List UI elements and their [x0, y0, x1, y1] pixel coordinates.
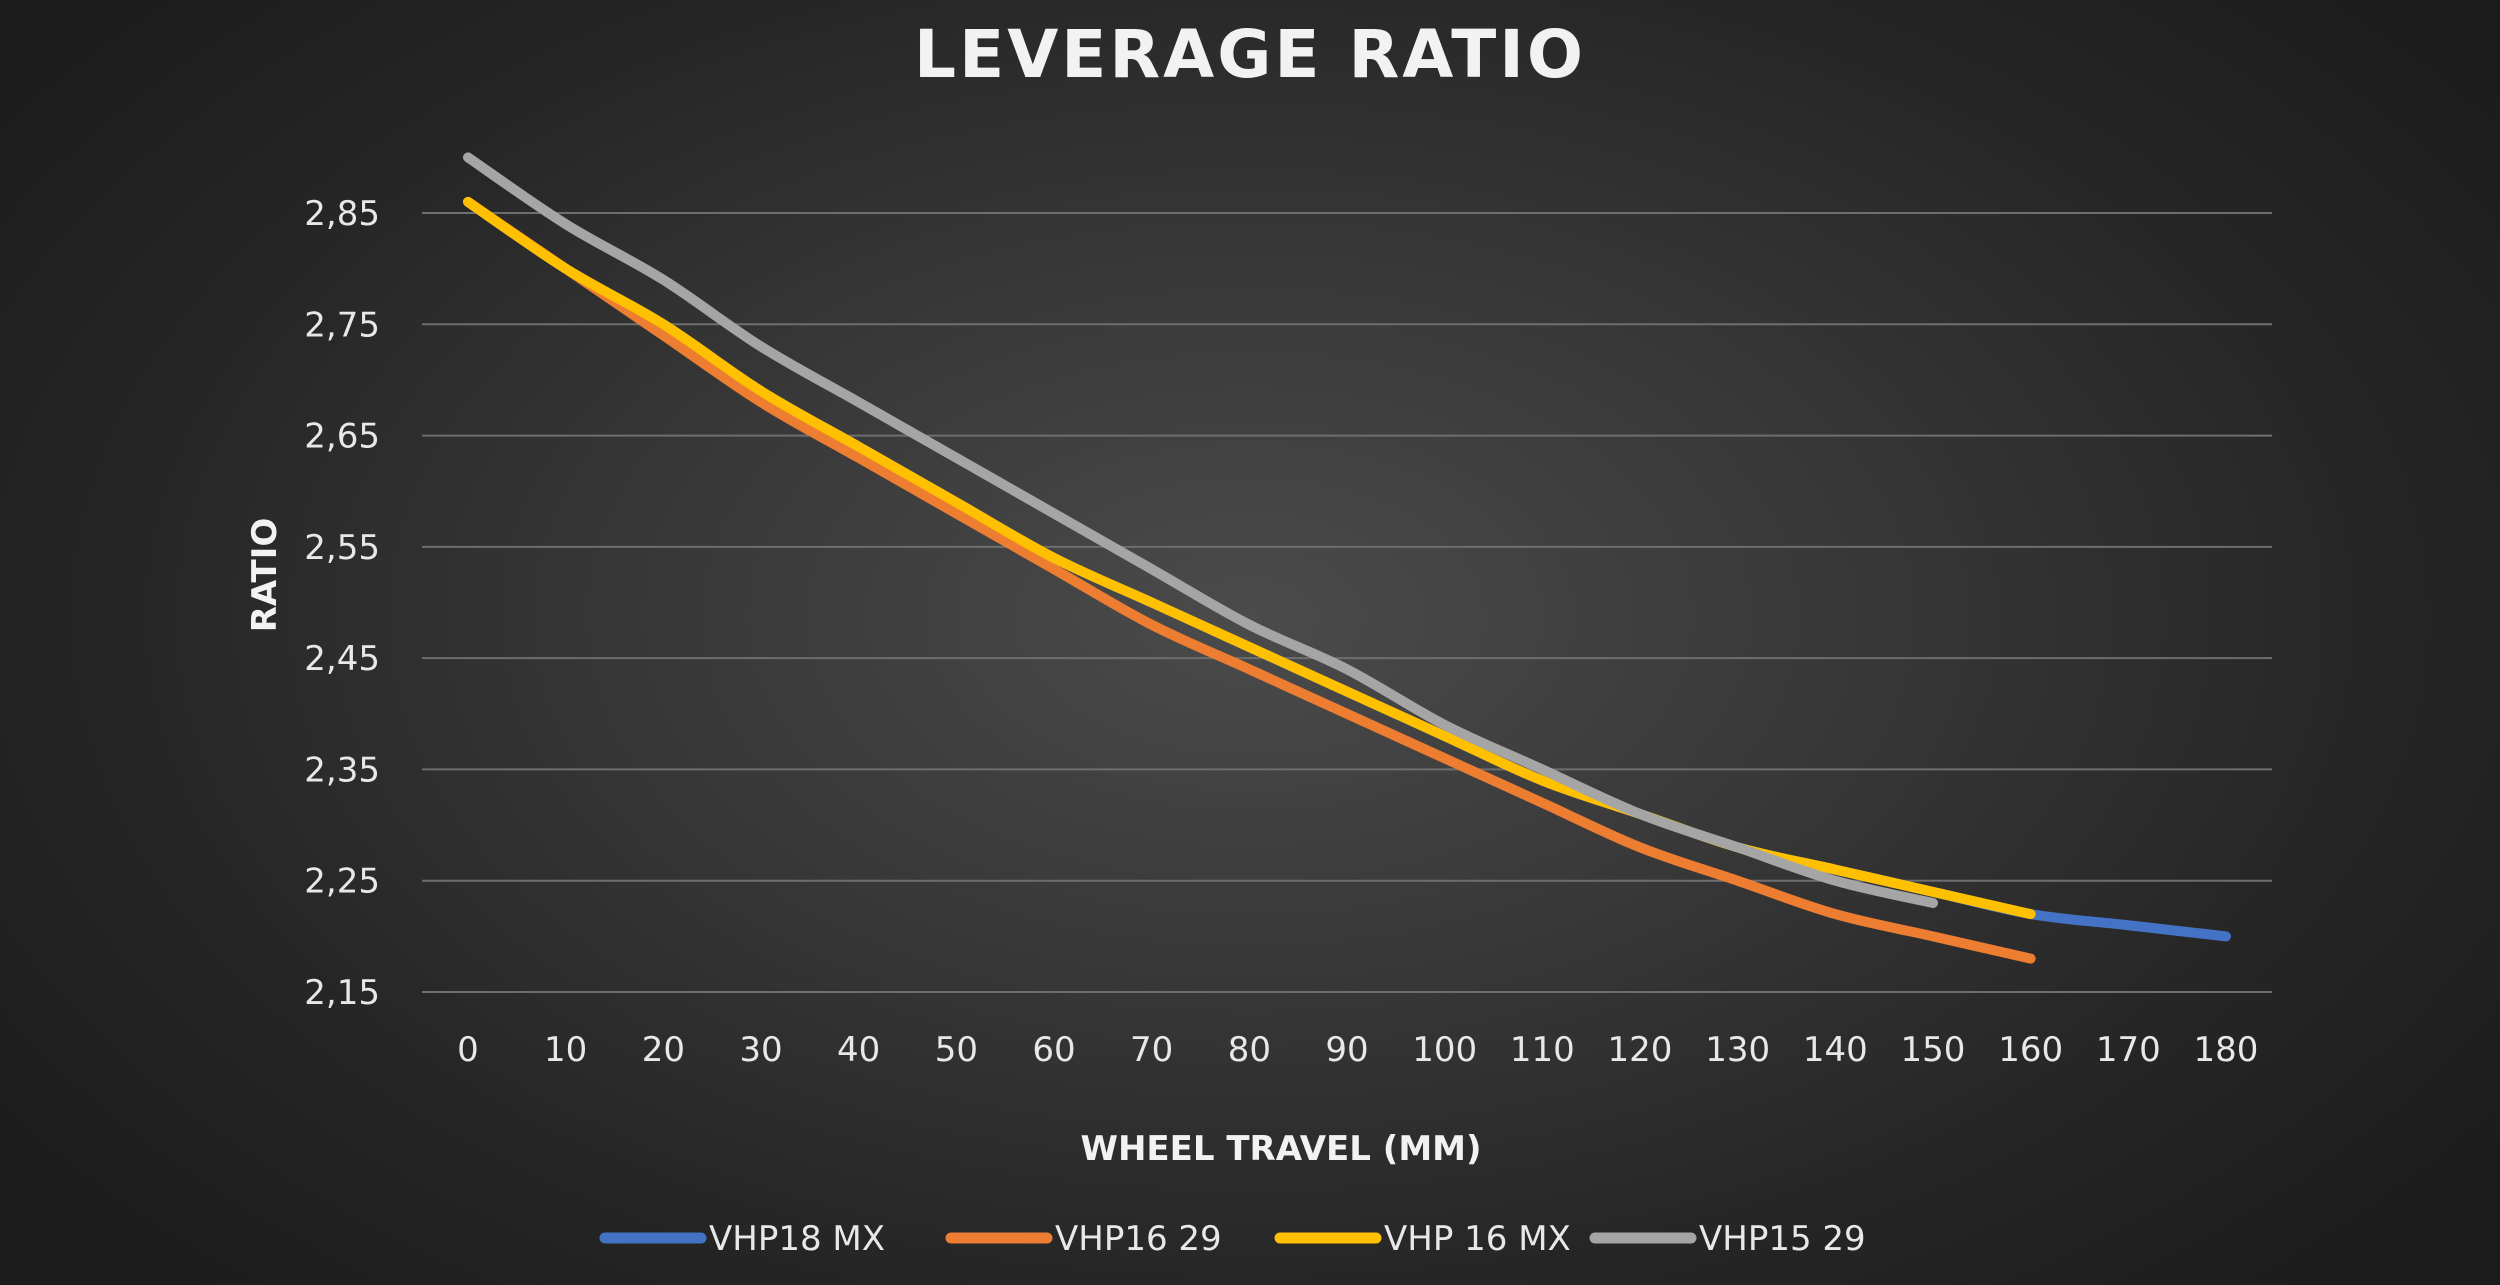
x-tick-label: 140: [1803, 1030, 1868, 1070]
x-tick-label: 30: [739, 1030, 782, 1070]
x-tick-label: 120: [1608, 1030, 1673, 1070]
legend-label: VHP 16 MX: [1384, 1219, 1571, 1259]
legend-item: VHP18 MX: [599, 1219, 885, 1259]
y-tick-label: 2,15: [304, 973, 380, 1013]
x-axis-ticks: 0 10 20 30 40 50 60 70 80 90 100 110 120 130 140 150 160…: [457, 1030, 2258, 1070]
legend: VHP18 MX VHP16 29 VHP 16 MX VHP15 29: [599, 1219, 1866, 1259]
y-tick-label: 2,55: [304, 528, 380, 568]
x-tick-label: 90: [1325, 1030, 1368, 1070]
chart-title: LEVERAGE RATIO: [914, 16, 1586, 93]
x-tick-label: 130: [1705, 1030, 1770, 1070]
x-tick-label: 110: [1510, 1030, 1575, 1070]
x-tick-label: 60: [1032, 1030, 1075, 1070]
x-axis-label: WHEEL TRAVEL (MM): [1080, 1129, 1481, 1169]
x-tick-label: 0: [457, 1030, 479, 1070]
legend-item: VHP15 29: [1589, 1219, 1866, 1259]
x-tick-label: 100: [1412, 1030, 1477, 1070]
x-tick-label: 170: [2096, 1030, 2161, 1070]
x-tick-label: 70: [1130, 1030, 1173, 1070]
y-tick-label: 2,25: [304, 862, 380, 902]
gridlines: [422, 212, 2272, 993]
y-tick-label: 2,45: [304, 639, 380, 679]
x-tick-label: 150: [1901, 1030, 1966, 1070]
y-tick-label: 2,85: [304, 194, 380, 234]
legend-item: VHP16 29: [945, 1219, 1222, 1259]
legend-label: VHP16 29: [1055, 1219, 1222, 1259]
x-tick-label: 80: [1228, 1030, 1271, 1070]
y-axis-label: RATIO: [245, 518, 285, 633]
series-line-vhp18-mx: [463, 196, 2231, 942]
x-tick-label: 180: [2194, 1030, 2259, 1070]
x-tick-label: 40: [837, 1030, 880, 1070]
y-tick-label: 2,35: [304, 750, 380, 790]
series-line-vhp16-29: [463, 196, 2036, 964]
x-tick-label: 50: [935, 1030, 978, 1070]
y-axis-ticks: 2,15 2,25 2,35 2,45 2,55 2,65 2,75 2,85: [304, 194, 380, 1013]
x-tick-label: 160: [1998, 1030, 2063, 1070]
legend-item: VHP 16 MX: [1274, 1219, 1571, 1259]
y-tick-label: 2,65: [304, 417, 380, 457]
legend-label: VHP15 29: [1699, 1219, 1866, 1259]
series-line-vhp15-29: [463, 152, 1938, 908]
legend-label: VHP18 MX: [709, 1219, 885, 1259]
series-lines: [463, 152, 2231, 964]
x-tick-label: 20: [642, 1030, 685, 1070]
y-tick-label: 2,75: [304, 305, 380, 345]
x-tick-label: 10: [544, 1030, 587, 1070]
